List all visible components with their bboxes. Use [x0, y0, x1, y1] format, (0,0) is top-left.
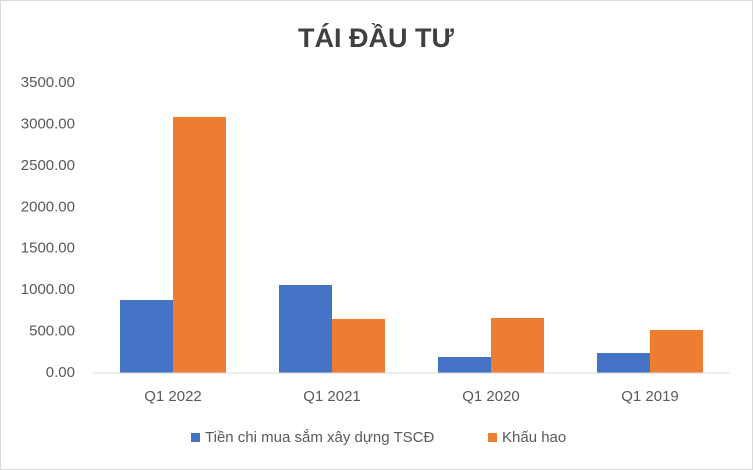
bar — [332, 318, 385, 373]
chart-title: TÁI ĐẦU TƯ — [298, 22, 454, 53]
x-tick-label: Q1 2022 — [144, 388, 202, 405]
legend-label: Tiền chi mua sắm xây dựng TSCĐ — [205, 429, 434, 446]
bar — [120, 300, 173, 373]
y-tick-label: 0.00 — [46, 364, 75, 381]
legend-swatch — [191, 433, 200, 442]
bar — [438, 357, 491, 373]
x-tick-label: Q1 2020 — [462, 388, 520, 405]
y-tick-label: 2500.00 — [21, 157, 75, 174]
bar — [597, 353, 650, 373]
legend-label: Khấu hao — [502, 429, 566, 446]
y-tick-label: 2000.00 — [21, 198, 75, 215]
bar — [650, 329, 703, 373]
y-tick-label: 1000.00 — [21, 281, 75, 298]
y-tick-label: 3000.00 — [21, 115, 75, 132]
bar — [279, 285, 332, 373]
x-tick-label: Q1 2021 — [303, 388, 361, 405]
bar — [173, 116, 226, 373]
legend-swatch — [488, 433, 497, 442]
x-tick-label: Q1 2019 — [621, 388, 679, 405]
y-tick-label: 500.00 — [29, 323, 75, 340]
y-tick-label: 1500.00 — [21, 240, 75, 257]
y-tick-label: 3500.00 — [21, 74, 75, 91]
bar — [491, 317, 544, 373]
